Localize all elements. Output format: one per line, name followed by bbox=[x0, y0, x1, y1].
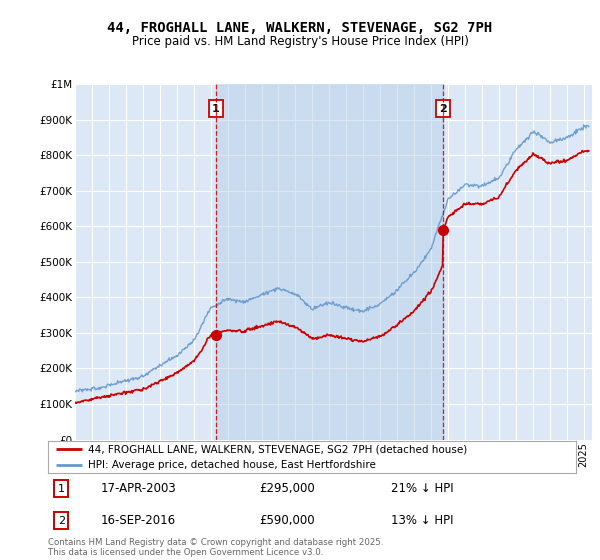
Text: 1: 1 bbox=[212, 104, 220, 114]
Text: 13% ↓ HPI: 13% ↓ HPI bbox=[391, 514, 454, 527]
Text: 2: 2 bbox=[439, 104, 447, 114]
Text: £590,000: £590,000 bbox=[259, 514, 315, 527]
Text: 2: 2 bbox=[58, 516, 65, 526]
Text: 44, FROGHALL LANE, WALKERN, STEVENAGE, SG2 7PH: 44, FROGHALL LANE, WALKERN, STEVENAGE, S… bbox=[107, 21, 493, 35]
Text: 1: 1 bbox=[58, 484, 65, 494]
Text: HPI: Average price, detached house, East Hertfordshire: HPI: Average price, detached house, East… bbox=[88, 460, 376, 470]
Text: Contains HM Land Registry data © Crown copyright and database right 2025.
This d: Contains HM Land Registry data © Crown c… bbox=[48, 538, 383, 557]
Text: Price paid vs. HM Land Registry's House Price Index (HPI): Price paid vs. HM Land Registry's House … bbox=[131, 35, 469, 48]
Text: £295,000: £295,000 bbox=[259, 482, 315, 496]
Text: 16-SEP-2016: 16-SEP-2016 bbox=[101, 514, 176, 527]
Bar bbox=[215, 84, 443, 440]
Text: 44, FROGHALL LANE, WALKERN, STEVENAGE, SG2 7PH (detached house): 44, FROGHALL LANE, WALKERN, STEVENAGE, S… bbox=[88, 444, 467, 454]
Text: 17-APR-2003: 17-APR-2003 bbox=[101, 482, 176, 496]
Text: 21% ↓ HPI: 21% ↓ HPI bbox=[391, 482, 454, 496]
